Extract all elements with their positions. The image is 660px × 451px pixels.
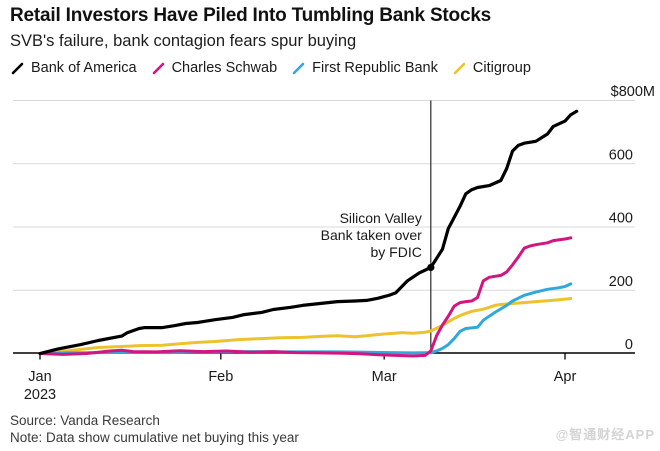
legend-label: Charles Schwab bbox=[171, 60, 278, 76]
chart-title: Retail Investors Have Piled Into Tumblin… bbox=[10, 5, 492, 26]
x-axis-label: Jan bbox=[28, 369, 51, 385]
event-marker-dot bbox=[427, 263, 435, 272]
x-axis-label: Feb bbox=[208, 369, 233, 385]
legend-label: Bank of America bbox=[31, 60, 137, 76]
y-axis-label: $800M bbox=[611, 84, 655, 100]
chart-subtitle: SVB's failure, bank contagion fears spur… bbox=[10, 32, 357, 50]
annotation-line: Bank taken over bbox=[321, 227, 423, 243]
series-line-first-republic-bank bbox=[38, 282, 573, 355]
series-line-charles-schwab bbox=[38, 236, 573, 358]
y-axis-label: 600 bbox=[609, 147, 633, 163]
note-text: Note: Data show cumulative net buying th… bbox=[10, 430, 299, 445]
x-axis-label: Mar bbox=[372, 369, 397, 385]
legend-marker-icon bbox=[453, 62, 466, 74]
legend-item-citigroup: Citigroup bbox=[453, 60, 531, 76]
legend-marker-icon bbox=[11, 62, 24, 74]
series-line-bank-of-america bbox=[38, 109, 579, 356]
legend: Bank of America Charles Schwab First Rep… bbox=[11, 60, 531, 76]
legend-item-bank-of-america: Bank of America bbox=[11, 60, 137, 76]
x-axis-sublabel: 2023 bbox=[24, 387, 56, 403]
legend-marker-icon bbox=[152, 62, 164, 74]
legend-item-first-republic-bank: First Republic Bank bbox=[292, 60, 438, 76]
y-axis-label: 400 bbox=[609, 211, 633, 227]
watermark: @智通财经APP bbox=[555, 427, 655, 442]
legend-label: Citigroup bbox=[472, 60, 531, 76]
source-text: Source: Vanda Research bbox=[10, 413, 160, 428]
y-axis-label: 0 bbox=[625, 337, 633, 353]
legend-item-charles-schwab: Charles Schwab bbox=[152, 60, 278, 76]
y-axis-label: 200 bbox=[609, 274, 633, 290]
legend-label: First Republic Bank bbox=[312, 60, 438, 76]
x-axis-label: Apr bbox=[554, 369, 577, 385]
annotation-line: by FDIC bbox=[370, 244, 421, 260]
series-line-citigroup bbox=[38, 297, 573, 355]
legend-marker-icon bbox=[292, 62, 305, 74]
annotation-line: Silicon Valley bbox=[340, 210, 422, 226]
